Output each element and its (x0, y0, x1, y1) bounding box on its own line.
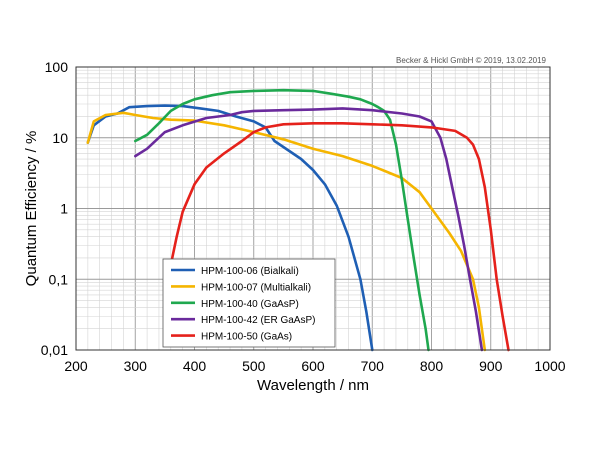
legend-label: HPM-100-07 (Multialkali) (201, 282, 311, 293)
y-tick-label: 0,1 (49, 271, 69, 287)
y-tick-label: 1 (60, 201, 68, 217)
y-tick-labels: 0,01 0,1 1 10 100 (41, 59, 68, 358)
y-axis-label: Quantum Efficiency / % (23, 131, 40, 287)
x-tick-label: 400 (183, 358, 207, 374)
y-tick-label: 10 (52, 130, 68, 146)
series-line (134, 88, 430, 352)
series-line (134, 107, 484, 352)
legend-label: HPM-100-42 (ER GaAsP) (201, 315, 315, 326)
x-tick-label: 300 (124, 358, 148, 374)
legend-label: HPM-100-40 (GaAsP) (201, 299, 299, 310)
y-tick-label: 100 (45, 59, 69, 75)
series-line (86, 111, 487, 352)
series-line (86, 104, 374, 352)
x-tick-label: 600 (301, 358, 325, 374)
legend-label: HPM-100-50 (GaAs) (201, 332, 292, 343)
legend-label: HPM-100-06 (Bialkali) (201, 266, 299, 277)
y-tick-label: 0,01 (41, 342, 68, 358)
x-tick-label: 500 (242, 358, 266, 374)
x-axis-label: Wavelength / nm (257, 377, 369, 394)
plot-frame (75, 66, 551, 351)
credit-text: Becker & Hickl GmbH © 2019, 13.02.2019 (396, 56, 547, 65)
x-tick-label: 1000 (534, 358, 565, 374)
x-tick-label: 800 (420, 358, 444, 374)
series-line (169, 122, 510, 352)
x-tick-labels: 200 300 400 500 600 700 800 900 1000 (64, 358, 565, 374)
legend: HPM-100-06 (Bialkali) HPM-100-07 (Multial… (162, 258, 336, 348)
x-tick-label: 200 (64, 358, 88, 374)
x-tick-label: 700 (361, 358, 385, 374)
x-tick-label: 900 (479, 358, 503, 374)
series-lines (86, 88, 510, 352)
